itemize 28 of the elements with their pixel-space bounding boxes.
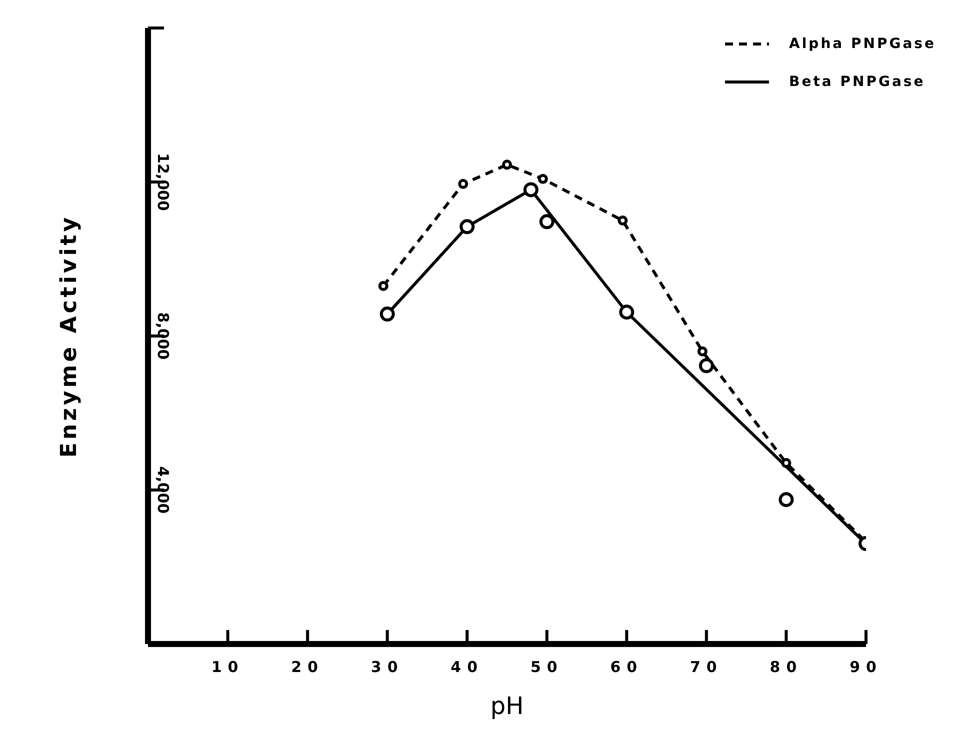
point [502, 160, 512, 170]
x-axis-title: pH [490, 692, 524, 720]
point [523, 182, 538, 198]
x-tick-label: 80 [770, 658, 803, 676]
legend-label: Alpha PNPGase [789, 36, 936, 52]
y-axis-title: Enzyme Activity [56, 214, 82, 458]
y-tick-label: 12,000 [154, 153, 172, 211]
point [378, 280, 388, 291]
point [460, 219, 475, 234]
legend-label: Beta PNPGase [789, 74, 926, 90]
point [538, 174, 548, 184]
x-tick-label: 20 [291, 658, 324, 676]
point [778, 492, 794, 508]
x-tick-label: 70 [690, 658, 723, 676]
point [458, 178, 468, 189]
point [698, 358, 714, 374]
x-tick-label: 60 [610, 658, 644, 676]
x-tick-label: 90 [850, 658, 882, 676]
point [618, 216, 628, 226]
point [539, 214, 554, 230]
x-tick-label: 10 [211, 658, 244, 676]
x-tick-label: 50 [530, 658, 564, 676]
point [380, 306, 395, 322]
point [619, 304, 634, 320]
x-tick-label: 30 [370, 658, 404, 676]
point [781, 458, 792, 468]
x-tick-label: 40 [450, 658, 484, 676]
point [697, 346, 708, 356]
